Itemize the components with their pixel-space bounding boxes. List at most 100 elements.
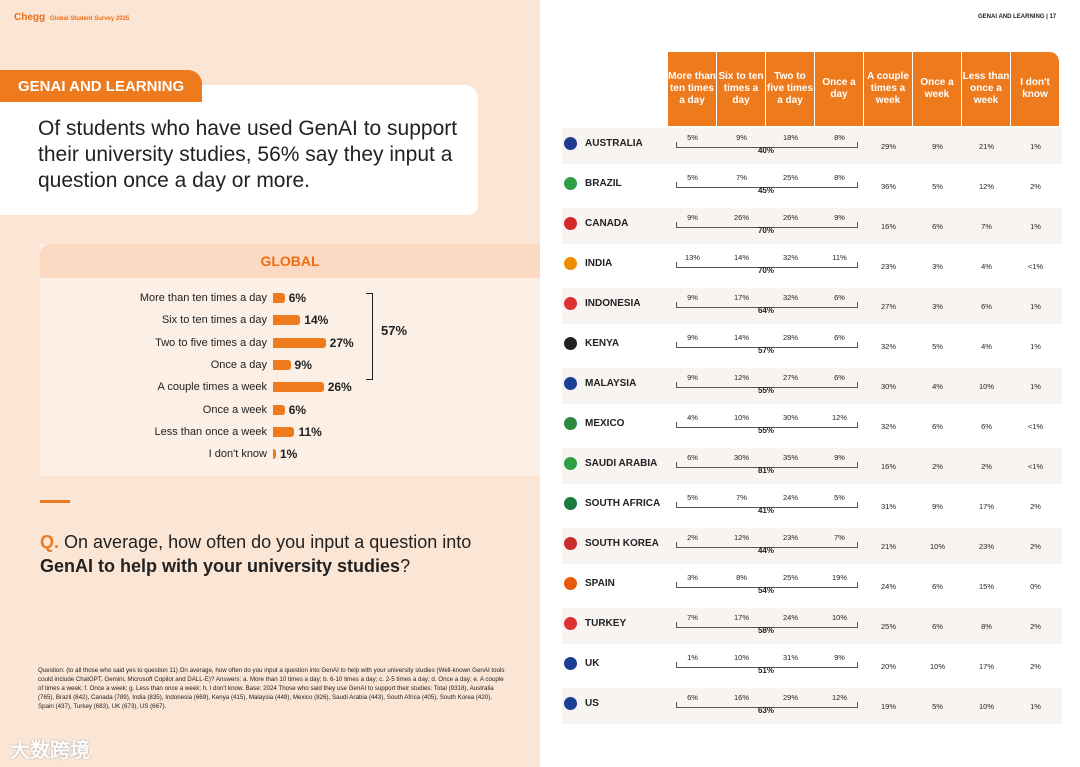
country-label: MALAYSIA <box>564 377 636 390</box>
country-name: SOUTH AFRICA <box>585 498 661 509</box>
table-cell: 24% <box>880 582 896 591</box>
table-cell: 31% <box>782 653 798 662</box>
watermark: 大数跨境 <box>10 740 90 762</box>
table-cell: 12% <box>733 373 749 382</box>
table-cell: 23% <box>880 262 896 271</box>
daily-sum-value: 81% <box>757 466 774 475</box>
country-label: MEXICO <box>564 417 624 430</box>
table-cell: 6% <box>834 293 845 302</box>
daily-sum-bracket <box>676 382 858 388</box>
country-label: KENYA <box>564 337 619 350</box>
daily-sum-value: 40% <box>757 146 774 155</box>
bar-label: More than ten times a day <box>139 292 267 304</box>
table-cell: 26% <box>782 213 798 222</box>
country-label: INDIA <box>564 257 612 270</box>
flag-icon <box>564 257 577 270</box>
country-label: SOUTH AFRICA <box>564 497 660 510</box>
table-cell: 1% <box>1030 702 1041 711</box>
question-text-bold: GenAI to help with your university studi… <box>40 556 401 576</box>
column-header: A couple times a week <box>864 52 913 126</box>
daily-sum-value: 63% <box>757 706 774 715</box>
bar <box>273 337 326 348</box>
table-cell: 7% <box>687 613 698 622</box>
table-cell: 3% <box>932 302 943 311</box>
table-cell: 4% <box>981 262 992 271</box>
table-cell: 6% <box>834 373 845 382</box>
table-row: SPAIN 3% 8% 25% 19% 24% 6% 15% 0% 54% <box>562 568 1062 604</box>
table-cell: 6% <box>932 222 943 231</box>
country-label: SOUTH KOREA <box>564 537 659 550</box>
daily-sum-bracket <box>676 662 858 668</box>
table-cell: 2% <box>932 462 943 471</box>
country-name: UK <box>585 658 600 669</box>
table-cell: 4% <box>932 382 943 391</box>
table-cell: 23% <box>978 542 994 551</box>
country-label: AUSTRALIA <box>564 137 643 150</box>
table-cell: 9% <box>687 293 698 302</box>
table-cell: 18% <box>782 133 798 142</box>
flag-icon <box>564 297 577 310</box>
bar-value-label: 26% <box>327 380 352 395</box>
country-label: BRAZIL <box>564 177 622 190</box>
daily-sum-bracket <box>676 622 858 628</box>
bar-value-label: 14% <box>304 313 329 328</box>
table-cell: 10% <box>733 413 749 422</box>
table-cell: 9% <box>736 133 747 142</box>
bar-label: Once a day <box>210 358 267 371</box>
flag-icon <box>564 177 577 190</box>
table-cell: 2% <box>1030 622 1041 631</box>
table-cell: 6% <box>981 422 992 431</box>
bar-label: I don't know <box>208 448 267 461</box>
daily-sum-bracket <box>676 542 858 548</box>
table-cell: 6% <box>932 582 943 591</box>
table-cell: 4% <box>981 342 992 351</box>
table-cell: 6% <box>834 333 845 342</box>
table-cell: 35% <box>782 453 798 462</box>
column-header: Less than once a week <box>962 52 1011 126</box>
daily-sum-value: 57% <box>757 346 774 355</box>
daily-sum-bracket <box>676 422 858 428</box>
table-row: UK 1% 10% 31% 9% 20% 10% 17% 2% 51% <box>562 648 1062 684</box>
table-cell: 1% <box>1030 142 1041 151</box>
country-name: AUSTRALIA <box>585 138 643 149</box>
daily-sum-bracket <box>676 582 858 588</box>
daily-sum-bracket <box>676 182 858 188</box>
bar-label: A couple times a week <box>157 381 267 394</box>
brand: Chegg Global Student Survey 2025 <box>14 12 129 23</box>
flag-icon <box>564 377 577 390</box>
daily-sum-value: 58% <box>757 626 774 635</box>
table-cell: 6% <box>981 302 992 311</box>
table-cell: 4% <box>687 413 698 422</box>
table-cell: 7% <box>736 173 747 182</box>
daily-sum-value: 70% <box>757 266 774 275</box>
table-cell: 29% <box>880 142 896 151</box>
table-cell: 24% <box>782 613 798 622</box>
table-row: MEXICO 4% 10% 30% 12% 32% 6% 6% <1% 55% <box>562 408 1062 444</box>
table-cell: 20% <box>880 662 896 671</box>
daily-sum-value: 51% <box>757 666 774 675</box>
table-cell: 9% <box>834 453 845 462</box>
flag-icon <box>564 337 577 350</box>
table-cell: 31% <box>880 502 896 511</box>
table-cell: 10% <box>929 662 945 671</box>
table-cell: 2% <box>1030 542 1041 551</box>
table-cell: 11% <box>832 253 847 262</box>
table-cell: 12% <box>733 533 749 542</box>
country-label: UK <box>564 657 599 670</box>
table-cell: 14% <box>733 333 749 342</box>
column-header: I don't know <box>1011 52 1060 126</box>
table-cell: 21% <box>880 542 896 551</box>
table-cell: 8% <box>834 133 845 142</box>
country-name: SAUDI ARABIA <box>585 458 658 469</box>
table-cell: 2% <box>1030 182 1041 191</box>
bar <box>273 315 301 326</box>
table-cell: 9% <box>932 502 943 511</box>
flag-icon <box>564 137 577 150</box>
table-cell: 3% <box>932 262 943 271</box>
table-row: KENYA 9% 14% 28% 6% 32% 5% 4% 1% 57% <box>562 328 1062 364</box>
table-cell: 10% <box>733 653 749 662</box>
table-row: TURKEY 7% 17% 24% 10% 25% 6% 8% 2% 58% <box>562 608 1062 644</box>
bar <box>273 293 285 303</box>
daily-sum-bracket <box>676 702 858 708</box>
daily-bracket <box>366 293 373 380</box>
